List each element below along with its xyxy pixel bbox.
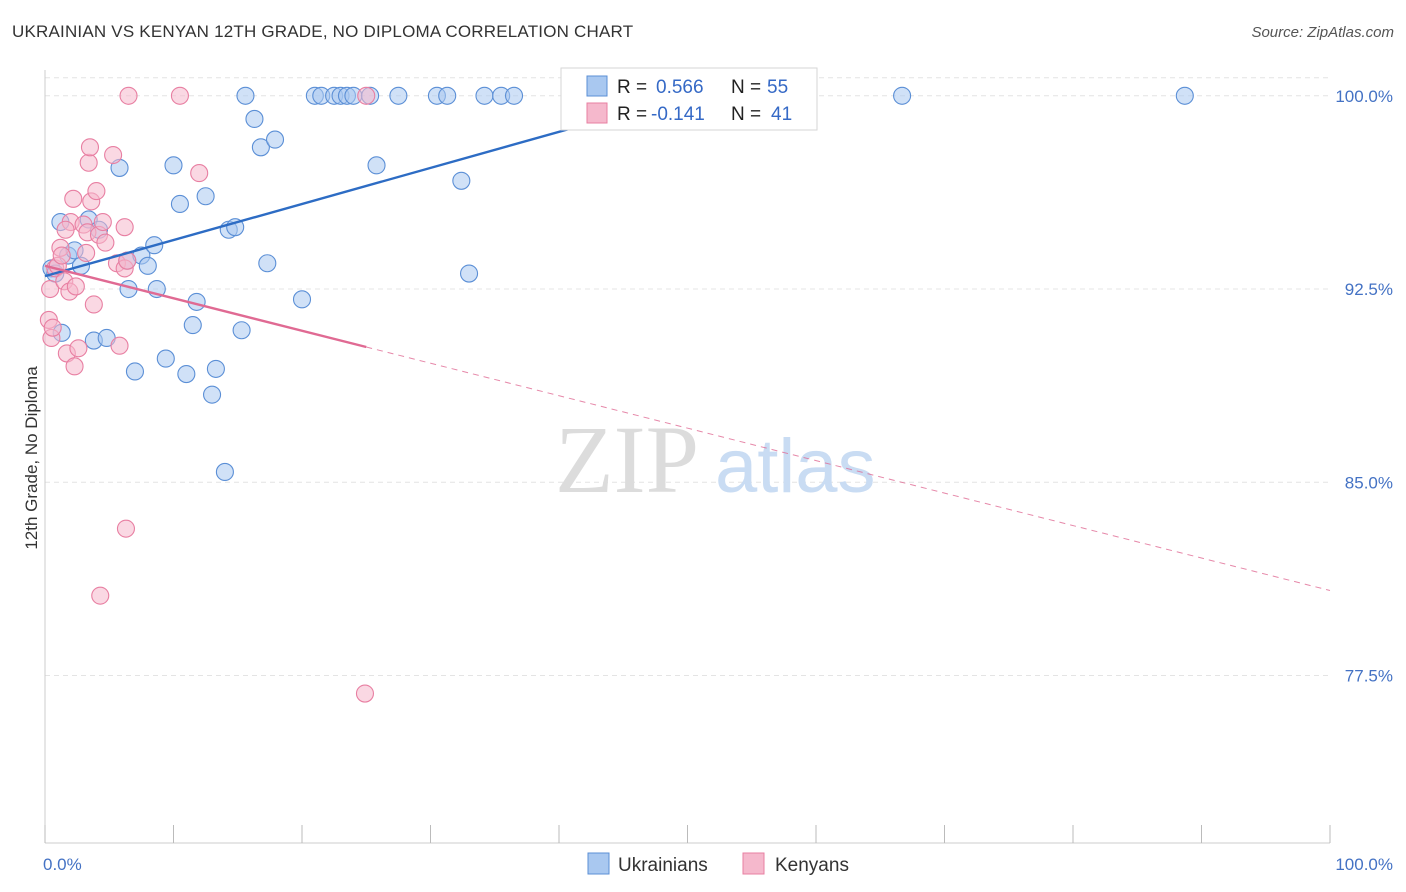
bottom-legend-ukrainians: Ukrainians — [618, 855, 708, 876]
bottom-legend-swatch-ukrainians — [587, 852, 610, 875]
ticks-layer: 77.5% 85.0% 92.5% 100.0% 0.0% 100.0% — [43, 87, 1393, 874]
ukrainians-point — [258, 254, 277, 273]
kenyans-point — [119, 86, 138, 105]
kenyans-point — [84, 295, 103, 314]
kenyans-point — [77, 243, 96, 262]
ukrainians-point — [1175, 86, 1194, 105]
trend-extension-kenyans — [366, 346, 1331, 591]
ukrainians-point — [438, 86, 457, 105]
y-axis-title: 12th Grade, No Diploma — [22, 366, 41, 550]
kenyans-point — [56, 220, 75, 239]
trend-layer — [44, 94, 1331, 591]
watermark-zip: ZIP — [555, 406, 699, 513]
legend-n-label-2: N = — [731, 104, 761, 125]
ukrainians-point — [504, 86, 524, 105]
ukrainians-point — [475, 86, 494, 105]
kenyans-point — [66, 277, 85, 296]
kenyans-point — [116, 519, 136, 538]
kenyans-point — [355, 684, 375, 703]
kenyans-point — [93, 212, 112, 232]
kenyans-point — [190, 164, 209, 183]
kenyans-point — [43, 318, 62, 337]
kenyans-point — [96, 233, 115, 252]
y-tick-label: 100.0% — [1335, 87, 1393, 106]
ukrainians-point — [203, 385, 222, 404]
axes-layer — [44, 70, 1331, 844]
ukrainians-point — [125, 362, 144, 381]
kenyans-point — [170, 86, 189, 105]
kenyans-point — [52, 246, 71, 265]
ukrainians-point — [265, 130, 285, 149]
points-layer — [39, 86, 1194, 703]
ukrainians-point — [177, 364, 196, 384]
bottom-legend-swatch-kenyans — [742, 852, 765, 875]
kenyans-point — [80, 138, 100, 157]
chart-title: UKRAINIAN VS KENYAN 12TH GRADE, NO DIPLO… — [12, 22, 634, 41]
kenyans-point — [69, 339, 88, 358]
kenyans-point — [41, 279, 60, 299]
x-tick-label-min: 0.0% — [43, 855, 82, 874]
kenyans-point — [87, 182, 106, 201]
legend-n-value-2: 41 — [771, 104, 792, 125]
bottom-legend-kenyans: Kenyans — [775, 855, 849, 876]
kenyans-point — [110, 336, 129, 355]
chart-source: Source: ZipAtlas.com — [1251, 24, 1394, 41]
ukrainians-point — [215, 462, 234, 482]
legend-r-label-1: R = — [617, 77, 647, 98]
kenyans-point — [79, 153, 98, 172]
legend-n-value-1: 55 — [767, 77, 788, 98]
ukrainians-point — [196, 187, 215, 206]
ukrainians-point — [367, 156, 386, 175]
series-legend: Ukrainians Kenyans — [587, 852, 849, 876]
correlation-legend: R = 0.566 N = 55 R = -0.141 N = 41 — [560, 67, 818, 131]
kenyans-point — [115, 218, 134, 237]
trend-line-kenyans — [44, 264, 367, 349]
ukrainians-point — [893, 86, 912, 105]
ukrainians-point — [452, 171, 471, 190]
watermark-atlas: atlas — [715, 424, 876, 509]
y-tick-label: 92.5% — [1345, 280, 1393, 299]
kenyans-point — [65, 357, 84, 376]
x-tick-label-max: 100.0% — [1335, 855, 1393, 874]
legend-n-label-1: N = — [731, 77, 761, 98]
legend-r-value-2: -0.141 — [651, 104, 705, 125]
y-tick-label: 77.5% — [1345, 667, 1393, 686]
legend-r-value-1: 0.566 — [656, 77, 704, 98]
ukrainians-point — [164, 156, 183, 175]
ukrainians-point — [170, 194, 189, 214]
watermark: ZIP atlas — [555, 406, 876, 513]
legend-swatch-kenyans — [586, 102, 608, 124]
ukrainians-point — [183, 316, 202, 335]
kenyans-point — [64, 189, 83, 208]
ukrainians-point — [156, 349, 175, 368]
kenyans-point — [91, 586, 110, 605]
ukrainians-point — [236, 86, 255, 105]
grid-layer — [45, 77, 1330, 677]
ukrainians-point — [245, 109, 264, 129]
ukrainians-point — [251, 138, 270, 157]
ukrainians-point — [232, 321, 251, 340]
legend-swatch-ukrainians — [586, 75, 608, 97]
ukrainians-point — [138, 256, 157, 275]
kenyans-point — [104, 145, 123, 165]
ukrainians-point — [389, 86, 408, 105]
ukrainians-point — [292, 290, 312, 309]
ukrainians-point — [206, 359, 225, 378]
y-tick-label: 85.0% — [1345, 473, 1393, 492]
kenyans-point — [357, 86, 376, 105]
ukrainians-point — [459, 264, 479, 283]
legend-r-label-2: R = — [617, 104, 647, 125]
